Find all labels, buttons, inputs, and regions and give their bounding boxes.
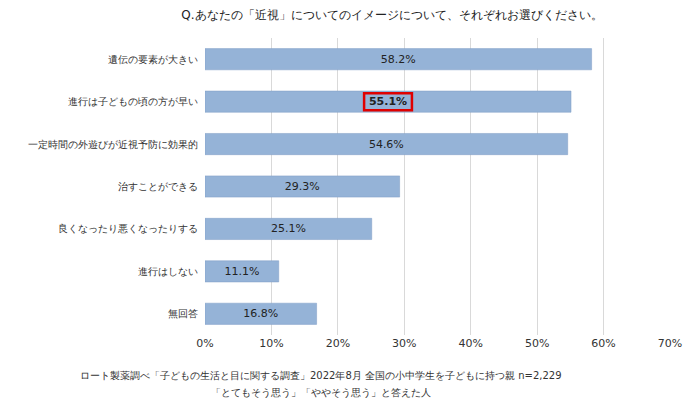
svg-text:無回答: 無回答 [168, 308, 198, 319]
svg-text:Q.あなたの「近視」についてのイメージについて、それぞれお選: Q.あなたの「近視」についてのイメージについて、それぞれお選びください。 [181, 8, 602, 22]
svg-text:58.2%: 58.2% [381, 53, 416, 66]
svg-text:50%: 50% [525, 337, 549, 350]
svg-text:55.1%: 55.1% [369, 95, 407, 108]
svg-text:「とてもそう思う」「ややそう思う」と答えた人: 「とてもそう思う」「ややそう思う」と答えた人 [211, 387, 431, 398]
svg-text:70%: 70% [658, 337, 682, 350]
svg-text:0%: 0% [196, 337, 213, 350]
svg-text:良くなったり悪くなったりする: 良くなったり悪くなったりする [58, 223, 198, 234]
svg-text:進行は子どもの頃の方が早い: 進行は子どもの頃の方が早い [68, 96, 198, 107]
svg-text:11.1%: 11.1% [224, 265, 259, 278]
svg-text:30%: 30% [392, 337, 416, 350]
svg-text:16.8%: 16.8% [243, 307, 278, 320]
svg-text:54.6%: 54.6% [369, 138, 404, 151]
svg-text:10%: 10% [259, 337, 283, 350]
svg-text:進行はしない: 進行はしない [138, 266, 198, 277]
svg-text:治すことができる: 治すことができる [118, 181, 198, 192]
svg-text:遺伝の要素が大きい: 遺伝の要素が大きい [108, 54, 198, 65]
svg-text:25.1%: 25.1% [271, 222, 306, 235]
svg-text:ロート製薬調べ「子どもの生活と目に関する調査」2022年8月: ロート製薬調べ「子どもの生活と目に関する調査」2022年8月 全国の小中学生を子… [80, 370, 562, 381]
svg-text:20%: 20% [326, 337, 350, 350]
svg-text:60%: 60% [591, 337, 615, 350]
svg-text:40%: 40% [458, 337, 482, 350]
svg-text:29.3%: 29.3% [285, 180, 320, 193]
svg-text:一定時間の外遊びが近視予防に効果的: 一定時間の外遊びが近視予防に効果的 [28, 139, 198, 150]
